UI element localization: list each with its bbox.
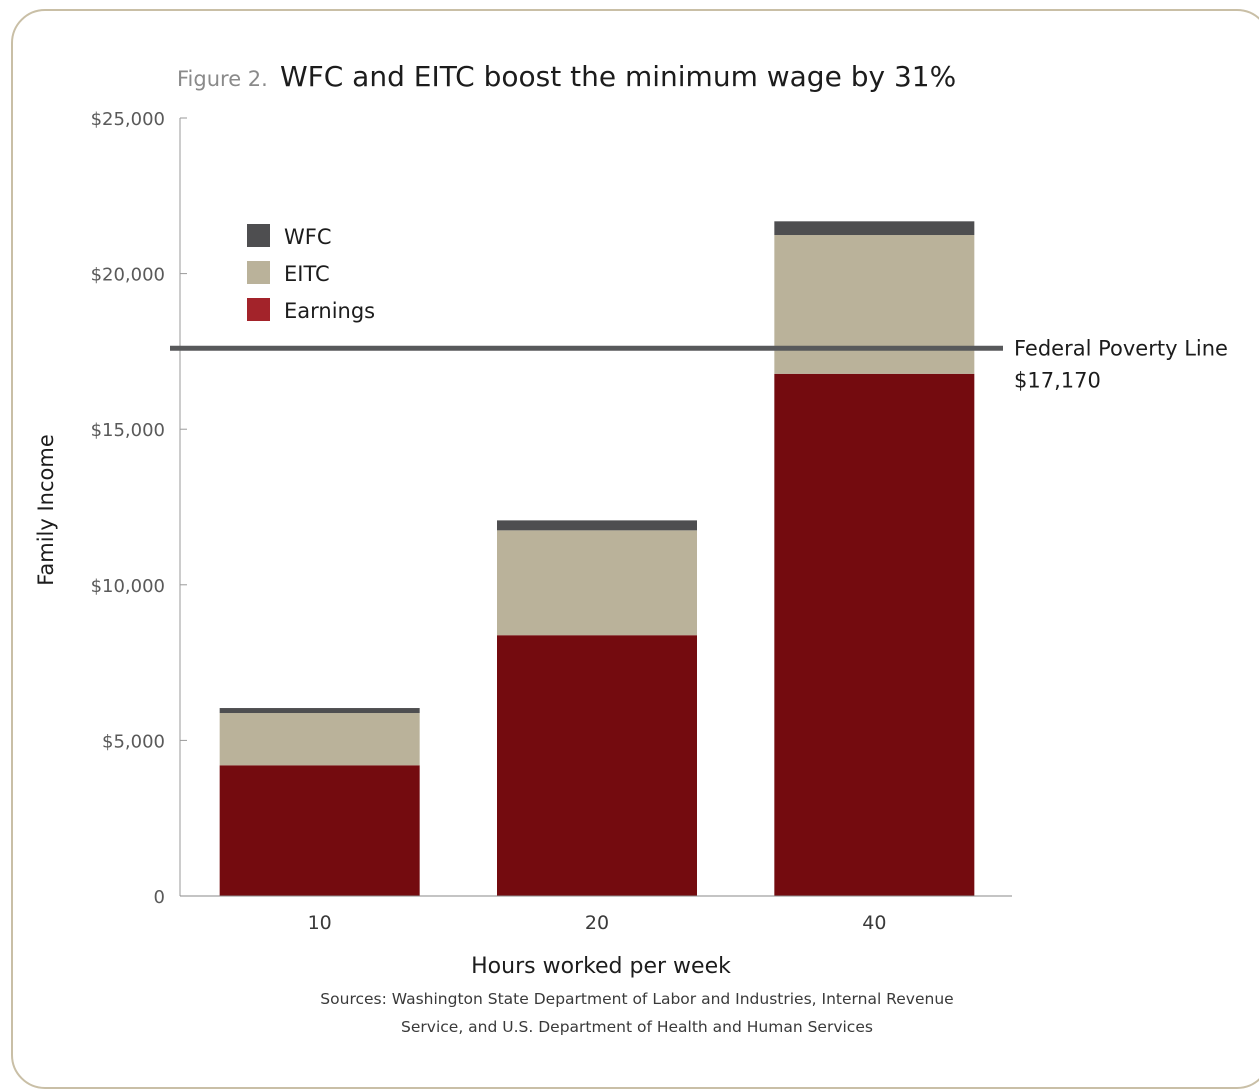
bar-earnings-10 xyxy=(219,765,420,896)
y-tick-label: $20,000 xyxy=(91,265,165,286)
stacked-bar-chart: Figure 2. WFC and EITC boost the minimum… xyxy=(34,60,1228,1036)
bar-wfc-10 xyxy=(219,708,420,714)
chart-title: Figure 2. WFC and EITC boost the minimum… xyxy=(177,60,956,93)
reference-line: Federal Poverty Line $17,170 xyxy=(170,336,1228,392)
y-tick-label: $15,000 xyxy=(91,420,165,441)
legend-label-earnings: Earnings xyxy=(284,299,375,323)
x-axis: 10 20 40 xyxy=(180,895,1012,934)
figure-title: WFC and EITC boost the minimum wage by 3… xyxy=(280,60,956,93)
bar-wfc-40 xyxy=(774,221,975,236)
y-tick-label: $25,000 xyxy=(91,109,165,130)
bar-eitc-10 xyxy=(219,713,420,766)
legend: WFC EITC Earnings xyxy=(247,224,375,323)
bar-earnings-20 xyxy=(497,635,697,896)
legend-swatch-wfc xyxy=(247,224,270,247)
legend-label-eitc: EITC xyxy=(284,262,330,286)
y-axis: 0 $5,000 $10,000 $15,000 $20,000 $25,000 xyxy=(91,109,187,908)
bar-eitc-20 xyxy=(497,530,697,636)
bar-eitc-40 xyxy=(774,235,975,374)
x-tick-label: 40 xyxy=(862,912,886,934)
figure-prefix: Figure 2. xyxy=(177,67,268,91)
poverty-line-value: $17,170 xyxy=(1014,368,1101,392)
legend-label-wfc: WFC xyxy=(284,225,332,249)
x-axis-label: Hours worked per week xyxy=(471,954,731,979)
y-tick-label: $10,000 xyxy=(91,576,165,597)
legend-swatch-earnings xyxy=(247,298,270,321)
bar-earnings-40 xyxy=(774,373,975,896)
y-axis-label: Family Income xyxy=(34,434,58,586)
bar-wfc-20 xyxy=(497,520,697,531)
poverty-line-label: Federal Poverty Line xyxy=(1014,336,1228,360)
x-tick-label: 20 xyxy=(585,912,609,934)
source-line-1: Sources: Washington State Department of … xyxy=(320,990,953,1008)
source-line-2: Service, and U.S. Department of Health a… xyxy=(401,1018,873,1036)
legend-swatch-eitc xyxy=(247,261,270,284)
y-tick-label: $5,000 xyxy=(102,731,165,752)
x-tick-label: 10 xyxy=(308,912,332,934)
y-tick-label: 0 xyxy=(154,887,165,908)
